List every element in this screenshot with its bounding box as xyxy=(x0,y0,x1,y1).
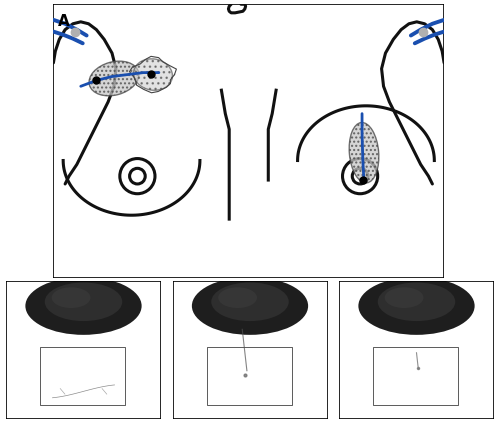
Ellipse shape xyxy=(358,277,474,335)
Bar xyxy=(373,347,458,405)
Text: B: B xyxy=(12,287,24,301)
Ellipse shape xyxy=(45,282,122,321)
Text: C: C xyxy=(178,287,190,301)
Text: D: D xyxy=(345,287,358,301)
Ellipse shape xyxy=(134,59,172,90)
Ellipse shape xyxy=(378,282,455,321)
Ellipse shape xyxy=(218,287,257,308)
Bar xyxy=(40,347,125,405)
Ellipse shape xyxy=(211,282,289,321)
Ellipse shape xyxy=(26,277,142,335)
Ellipse shape xyxy=(192,277,308,335)
Bar xyxy=(206,347,292,405)
Ellipse shape xyxy=(89,61,139,96)
Ellipse shape xyxy=(52,287,90,308)
Text: A: A xyxy=(58,14,70,29)
Ellipse shape xyxy=(384,287,424,308)
Ellipse shape xyxy=(349,123,379,183)
